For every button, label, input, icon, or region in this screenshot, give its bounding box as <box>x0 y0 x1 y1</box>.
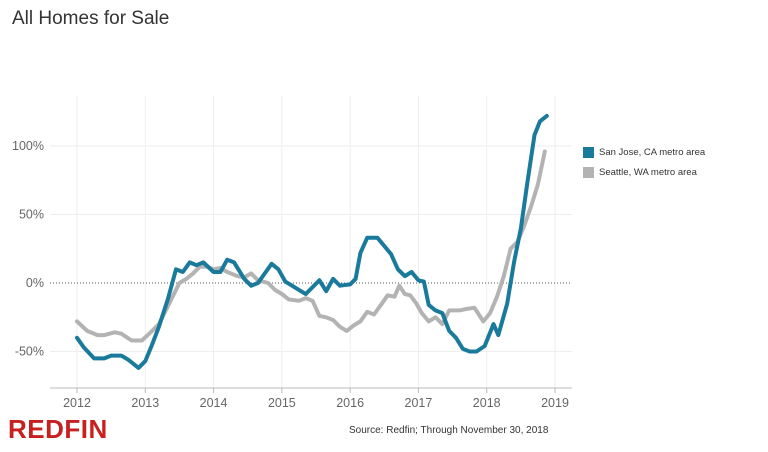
y-tick-label-50: 50% <box>19 208 44 222</box>
legend-label-seattle: Seattle, WA metro area <box>599 166 697 178</box>
source-note: Source: Redfin; Through November 30, 201… <box>349 425 549 436</box>
x-tick-label-2013: 2013 <box>131 396 159 410</box>
series-line-san-jose <box>75 113 549 370</box>
series-line-seattle <box>75 149 547 343</box>
x-tick-label-2014: 2014 <box>200 396 228 410</box>
x-tick-label-2017: 2017 <box>405 396 433 410</box>
y-tick-label-0: 0% <box>26 276 44 290</box>
x-tick-label-2012: 2012 <box>63 396 91 410</box>
x-tick-label-2016: 2016 <box>336 396 364 410</box>
legend-swatch-seattle <box>583 166 594 178</box>
legend-label-san-jose: San Jose, CA metro area <box>599 146 706 158</box>
x-tick-label-2019: 2019 <box>541 396 569 410</box>
legend-swatch-san-jose <box>583 146 594 158</box>
y-tick-label--50: -50% <box>15 345 44 359</box>
legend: San Jose, CA metro area Seattle, WA metr… <box>583 142 705 182</box>
redfin-logo: REDFIN <box>8 414 108 444</box>
x-tick-label-2018: 2018 <box>473 396 501 410</box>
legend-item-seattle[interactable]: Seattle, WA metro area <box>583 162 705 182</box>
chart-title: All Homes for Sale <box>12 8 170 29</box>
y-tick-label-100: 100% <box>12 139 44 153</box>
x-tick-label-2015: 2015 <box>268 396 296 410</box>
legend-item-san-jose[interactable]: San Jose, CA metro area <box>583 142 705 162</box>
